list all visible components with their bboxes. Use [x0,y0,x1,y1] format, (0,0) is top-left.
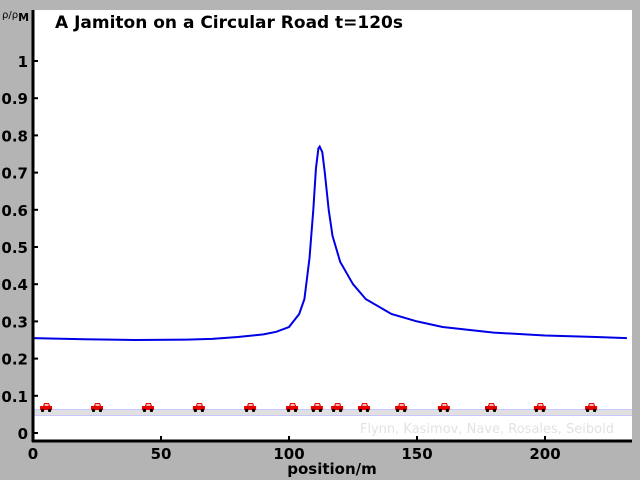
x-ticks: 0 50 100 150 200 [28,436,561,463]
car-icon [40,402,53,413]
car-icon [286,402,299,413]
chart-title: A Jamiton on a Circular Road [55,13,329,33]
car-icon [533,402,546,413]
x-tick-label: 150 [401,445,432,463]
car-icon [484,402,497,413]
x-tick-label: 50 [151,445,172,463]
density-curve [32,144,627,342]
credit-text: Flynn, Kasimov, Nave, Rosales, Seibold [360,422,614,437]
car-icon [192,402,205,413]
y-ticks: 0 0.1 0.2 0.3 0.4 0.5 0.6 0.7 0.8 0.9 1 [1,53,38,443]
x-tick-label: 0 [28,445,38,463]
car-icon [244,402,257,413]
y-axis-label: ρ/ρM [2,10,29,24]
car-icon [358,402,371,413]
y-tick-label: 0.8 [1,127,28,145]
car-icon [395,402,408,413]
y-tick-label: 1 [18,53,28,71]
y-tick-label: 0.9 [1,90,28,108]
y-tick-label: 0.7 [1,165,28,183]
y-tick-label: 0.6 [1,202,28,220]
y-tick-label: 0.4 [1,276,28,294]
car-icon [310,402,323,413]
y-tick-label: 0.2 [1,351,28,369]
y-tick-label: 0.3 [1,313,28,331]
plot-area [33,10,632,441]
car-icon [437,402,450,413]
y-tick-label: 0.5 [1,239,28,257]
time-label: t=120s [335,13,403,33]
car-icon [91,402,103,413]
car-icon [141,402,154,413]
y-tick-label: 0 [18,425,28,443]
x-tick-label: 200 [529,445,560,463]
road-band [33,409,632,416]
car-icon [585,402,598,413]
car-icon [331,402,344,413]
x-axis-label: position/m [287,460,377,478]
x-tick-label: 100 [273,445,304,463]
cars [40,402,598,413]
y-tick-label: 0.1 [1,388,28,406]
